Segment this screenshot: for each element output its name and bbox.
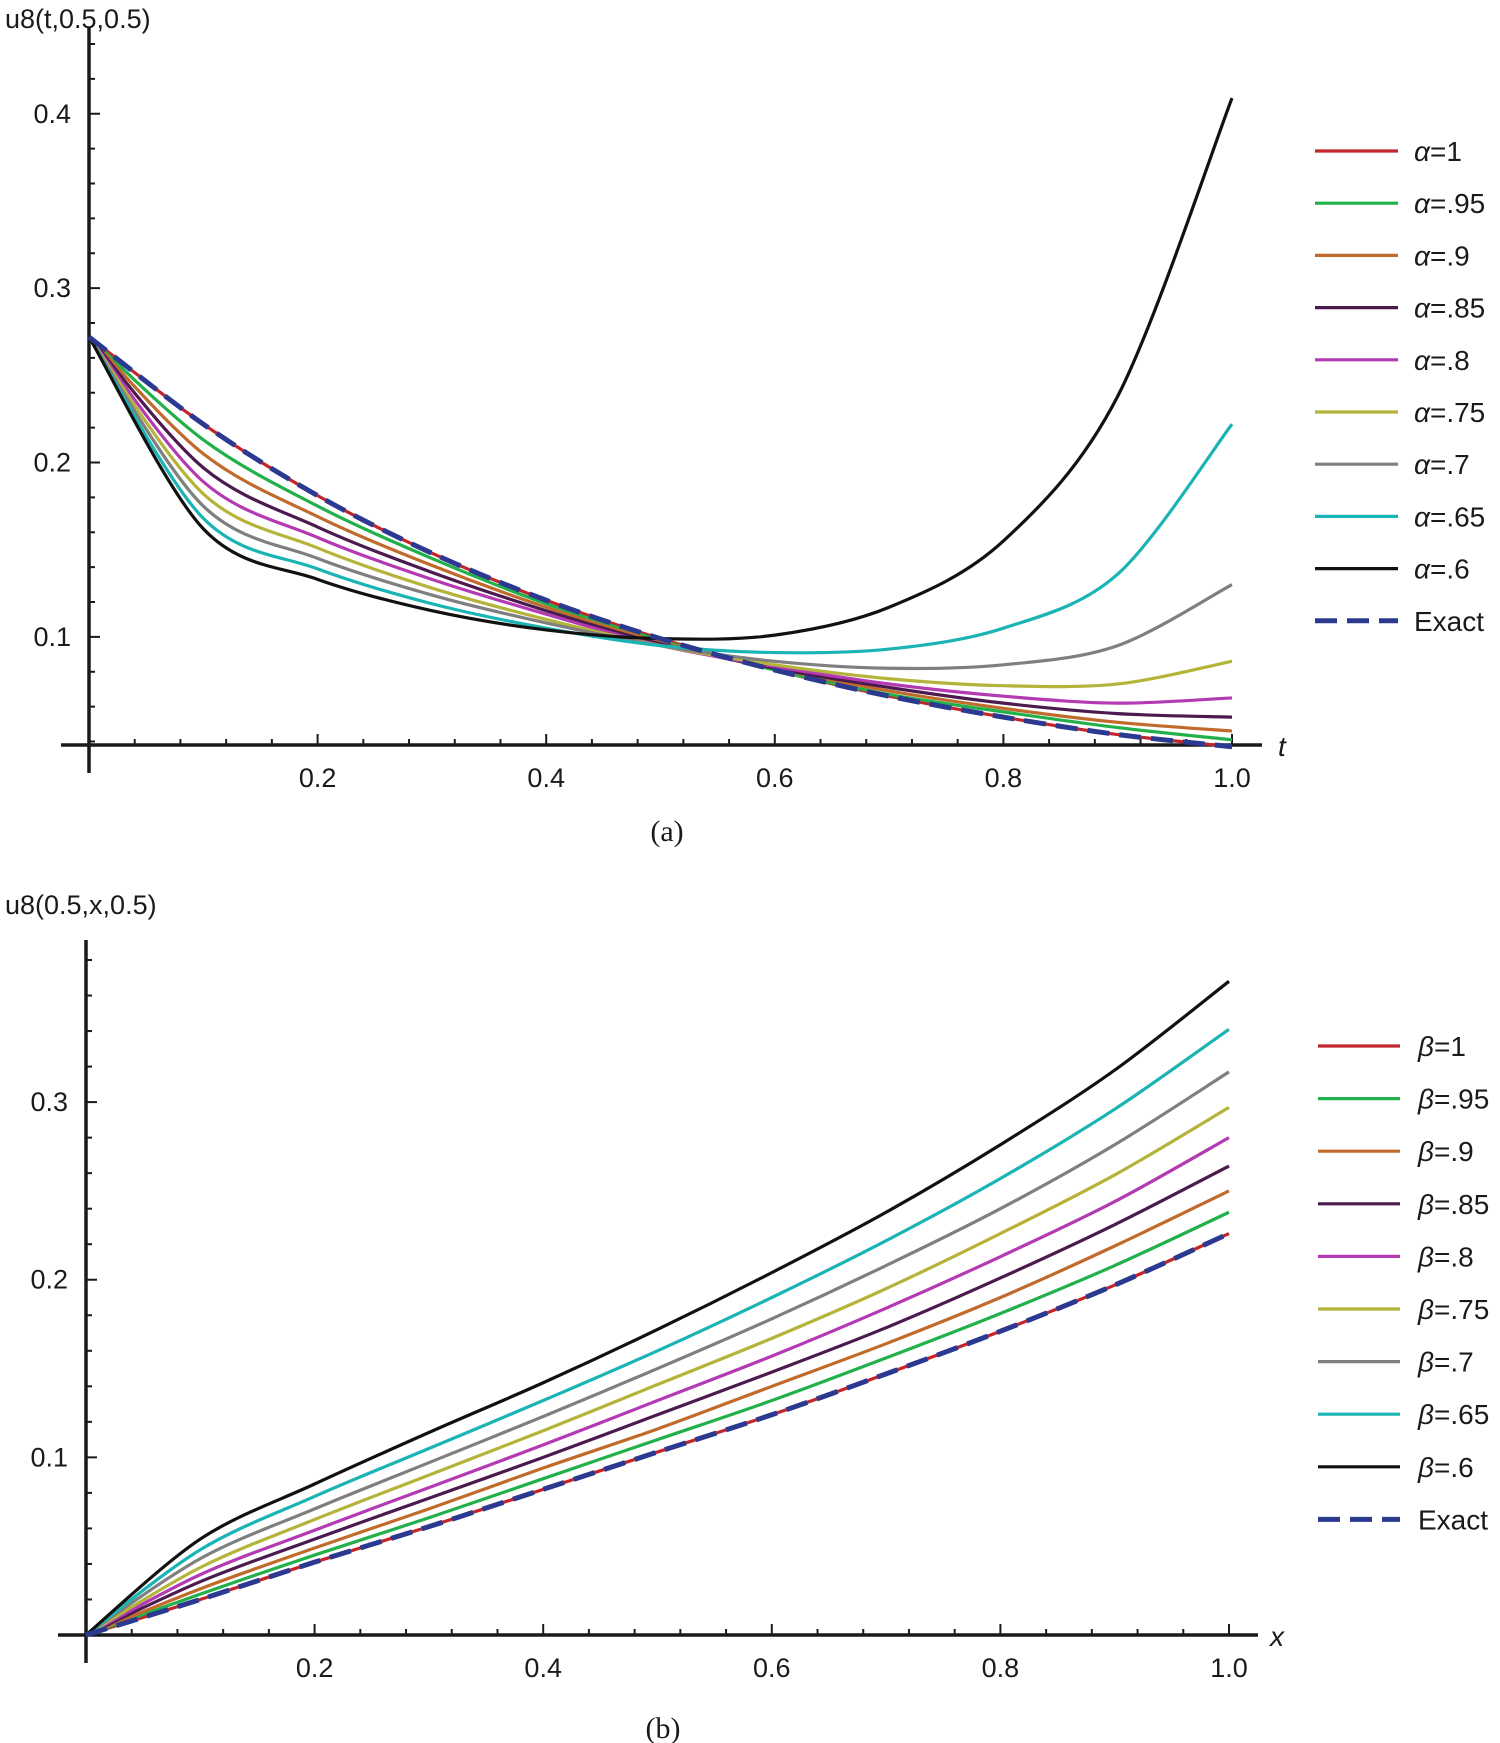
legend-label: β=.75 — [1417, 1294, 1489, 1325]
legend-label: β=1 — [1417, 1031, 1466, 1062]
series-line-6 — [85, 1070, 1230, 1637]
legend-label: α=.8 — [1414, 345, 1470, 376]
caption: (b) — [646, 1712, 681, 1743]
legend-label: Exact — [1414, 606, 1484, 637]
legend-label: α=.85 — [1414, 293, 1485, 324]
series-line-2 — [87, 335, 1233, 733]
series-line-5 — [87, 336, 1233, 689]
y-tick-label: 0.2 — [33, 448, 71, 478]
x-tick-label: 0.2 — [299, 763, 337, 793]
x-axis-title: x — [1268, 1621, 1285, 1652]
y-tick-label: 0.1 — [30, 1442, 68, 1472]
x-axis-title: t — [1278, 731, 1287, 762]
chart-b: 0.2 0.4 0.6 0.8 1.0 0.1 0.2 0.3 u8(0.5,x,0.5) x (b… — [5, 890, 1489, 1743]
series-line-4 — [87, 335, 1233, 705]
series-line-1 — [87, 335, 1233, 742]
series-line-3 — [85, 1164, 1230, 1637]
series-line-8 — [84, 980, 1230, 1637]
legend-label: α=.7 — [1414, 449, 1470, 480]
legend-label: α=1 — [1414, 136, 1462, 167]
legend-label: β=.7 — [1417, 1347, 1474, 1378]
y-axis-title: u8(t,0.5,0.5) — [5, 4, 151, 34]
legend-label: α=.65 — [1414, 501, 1485, 532]
series-line-1 — [85, 1210, 1230, 1637]
y-tick-label: 0.4 — [33, 99, 71, 129]
series-line-9 — [87, 334, 1233, 750]
legend-label: β=.85 — [1417, 1189, 1489, 1220]
y-tick-label: 0.3 — [33, 273, 71, 303]
legend-label: β=.95 — [1417, 1084, 1489, 1115]
x-tick-label: 0.4 — [527, 763, 565, 793]
legend-label: β=.6 — [1417, 1452, 1474, 1483]
x-tick-label: 0.8 — [985, 763, 1023, 793]
legend-label: α=.95 — [1414, 188, 1485, 219]
legend-label: α=.9 — [1414, 240, 1470, 271]
x-tick-label: 0.4 — [524, 1653, 562, 1683]
caption: (a) — [650, 815, 683, 848]
legend-label: β=.8 — [1417, 1241, 1474, 1272]
series-line-7 — [87, 336, 1234, 655]
y-tick-label: 0.2 — [30, 1265, 68, 1295]
series-line-9 — [85, 1231, 1231, 1638]
series-line-7 — [85, 1027, 1230, 1637]
x-tick-label: 1.0 — [1210, 1653, 1248, 1683]
series-line-5 — [85, 1106, 1230, 1637]
series-line-2 — [85, 1189, 1230, 1637]
y-tick-label: 0.3 — [30, 1087, 68, 1117]
y-tick-label: 0.1 — [33, 622, 71, 652]
legend-label: α=.6 — [1414, 554, 1470, 585]
series-line-4 — [85, 1136, 1230, 1637]
chart-a: 0.2 0.4 0.6 0.8 1.0 0.1 0.2 0.3 0.4 u8(t,0.5,0.5)… — [5, 4, 1485, 848]
x-tick-label: 1.0 — [1213, 763, 1251, 793]
x-tick-label: 0.8 — [982, 1653, 1020, 1683]
x-tick-label: 0.6 — [756, 763, 794, 793]
x-tick-label: 0.6 — [753, 1653, 791, 1683]
series-line-3 — [87, 335, 1233, 719]
series-line-8 — [87, 97, 1234, 641]
legend-label: β=.9 — [1417, 1136, 1474, 1167]
legend-label: Exact — [1418, 1504, 1488, 1535]
x-tick-label: 0.2 — [296, 1653, 334, 1683]
legend-label: β=.65 — [1417, 1399, 1489, 1430]
legend-label: α=.75 — [1414, 397, 1485, 428]
y-axis-title: u8(0.5,x,0.5) — [5, 890, 157, 920]
